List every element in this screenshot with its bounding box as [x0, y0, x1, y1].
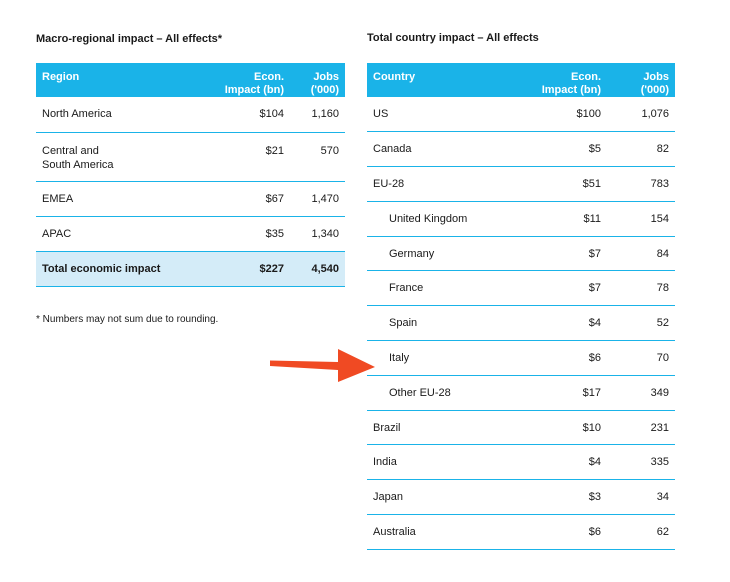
header-line: ('000)	[640, 84, 669, 96]
header-line: Impact (bn)	[224, 84, 284, 96]
country-column-header: Country	[367, 63, 509, 97]
econ-cell: $11	[509, 201, 607, 237]
footnote: * Numbers may not sum due to rounding.	[36, 314, 219, 325]
jobs-cell: 1,340	[290, 216, 345, 252]
country-cell: Germany	[367, 236, 509, 272]
country-cell: Australia	[367, 514, 509, 550]
header-line: ('000)	[310, 84, 339, 96]
jobs-cell: 231	[607, 410, 675, 446]
header-line: Impact (bn)	[541, 84, 601, 96]
table-row: Germany $7 84	[367, 236, 675, 272]
header-line: Jobs	[643, 71, 669, 83]
header-line: Econ.	[254, 71, 284, 83]
econ-impact-column-header: Econ. Impact (bn)	[509, 63, 607, 97]
jobs-cell: 1,160	[290, 97, 345, 133]
econ-cell: $100	[509, 97, 607, 133]
table-row: EU-28 $51 783	[367, 166, 675, 202]
macro-regional-table: Region Econ. Impact (bn) Jobs ('000) Nor…	[36, 63, 345, 287]
table-row: Australia $6 62	[367, 514, 675, 550]
jobs-cell: 34	[607, 479, 675, 516]
jobs-cell: 570	[290, 132, 345, 182]
econ-cell: $7	[509, 270, 607, 307]
country-cell: Italy	[367, 340, 509, 376]
jobs-cell: 70	[607, 340, 675, 376]
jobs-cell: 62	[607, 514, 675, 550]
table-row: EMEA $67 1,470	[36, 181, 345, 217]
econ-cell: $4	[509, 305, 607, 342]
table-row: Italy $6 70	[367, 340, 675, 376]
region-cell: Central and South America	[36, 132, 179, 182]
econ-cell: $3	[509, 479, 607, 516]
table-row: Japan $3 34	[367, 479, 675, 516]
region-cell: APAC	[36, 216, 179, 252]
table-row: India $4 335	[367, 444, 675, 481]
jobs-cell: 84	[607, 236, 675, 272]
table-header-row: Region Econ. Impact (bn) Jobs ('000)	[36, 63, 345, 97]
econ-cell: $7	[509, 236, 607, 272]
jobs-cell: 335	[607, 444, 675, 481]
jobs-cell: 154	[607, 201, 675, 237]
jobs-cell: 349	[607, 375, 675, 411]
country-cell: United Kingdom	[367, 201, 509, 237]
total-jobs: 4,540	[290, 251, 345, 287]
country-impact-table: Country Econ. Impact (bn) Jobs ('000) US…	[367, 63, 675, 550]
jobs-cell: 783	[607, 166, 675, 202]
country-cell: Canada	[367, 131, 509, 168]
econ-cell: $17	[509, 375, 607, 411]
right-table-title: Total country impact – All effects	[367, 32, 539, 44]
jobs-cell: 1,470	[290, 181, 345, 217]
region-cell: North America	[36, 97, 179, 133]
econ-cell: $67	[179, 181, 290, 217]
table-row: Central and South America $21 570	[36, 132, 345, 182]
red-arrow-icon	[270, 349, 375, 382]
region-column-header: Region	[36, 63, 179, 97]
econ-cell: $104	[179, 97, 290, 133]
table-row: Other EU-28 $17 349	[367, 375, 675, 411]
header-line: Jobs	[313, 71, 339, 83]
total-econ: $227	[179, 251, 290, 287]
table-row: US $100 1,076	[367, 97, 675, 133]
econ-cell: $6	[509, 514, 607, 550]
country-cell: Japan	[367, 479, 509, 516]
total-label: Total economic impact	[36, 251, 179, 287]
country-cell: EU-28	[367, 166, 509, 202]
region-line: South America	[42, 158, 114, 171]
country-cell: France	[367, 270, 509, 307]
table-row: France $7 78	[367, 270, 675, 307]
econ-cell: $6	[509, 340, 607, 376]
table-row: North America $104 1,160	[36, 97, 345, 133]
econ-cell: $10	[509, 410, 607, 446]
left-table-title: Macro-regional impact – All effects*	[36, 33, 223, 45]
jobs-cell: 78	[607, 270, 675, 307]
region-cell: EMEA	[36, 181, 179, 217]
econ-impact-column-header: Econ. Impact (bn)	[179, 63, 290, 97]
country-cell: India	[367, 444, 509, 481]
jobs-cell: 52	[607, 305, 675, 342]
econ-cell: $5	[509, 131, 607, 168]
table-row: Spain $4 52	[367, 305, 675, 342]
econ-cell: $4	[509, 444, 607, 481]
table-row: APAC $35 1,340	[36, 216, 345, 252]
table-row: United Kingdom $11 154	[367, 201, 675, 237]
table-row: Canada $5 82	[367, 131, 675, 168]
econ-cell: $35	[179, 216, 290, 252]
total-row: Total economic impact $227 4,540	[36, 251, 345, 287]
country-cell: US	[367, 97, 509, 133]
jobs-column-header: Jobs ('000)	[607, 63, 675, 97]
table-header-row: Country Econ. Impact (bn) Jobs ('000)	[367, 63, 675, 97]
country-cell: Spain	[367, 305, 509, 342]
header-line: Econ.	[571, 71, 601, 83]
country-cell: Other EU-28	[367, 375, 509, 411]
jobs-column-header: Jobs ('000)	[290, 63, 345, 97]
econ-cell: $51	[509, 166, 607, 202]
jobs-cell: 82	[607, 131, 675, 168]
region-line: Central and	[42, 144, 99, 157]
table-row: Brazil $10 231	[367, 410, 675, 446]
econ-cell: $21	[179, 132, 290, 182]
jobs-cell: 1,076	[607, 97, 675, 133]
country-cell: Brazil	[367, 410, 509, 446]
